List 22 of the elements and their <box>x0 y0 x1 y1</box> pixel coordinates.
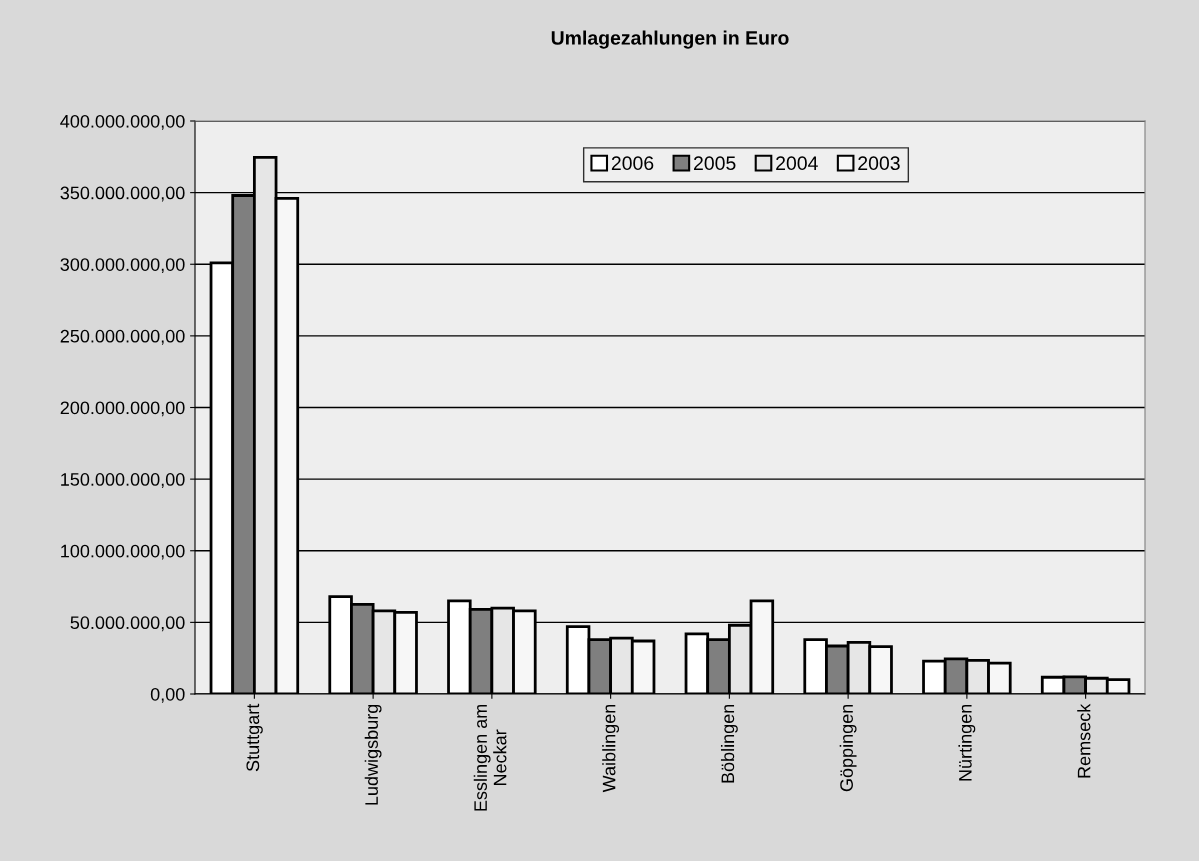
x-tick-label: Böblingen <box>720 704 738 783</box>
legend-label: 2003 <box>858 156 900 171</box>
y-tick-label: 50.000.000,00 <box>70 616 185 632</box>
y-tick-label: 250.000.000,00 <box>60 329 185 345</box>
x-tick-label: Waiblingen <box>602 704 620 793</box>
legend-label: 2006 <box>611 156 654 171</box>
chart-title: Umlagezahlungen in Euro <box>551 30 789 49</box>
x-tick-label: Ludwigsburg <box>364 704 382 805</box>
y-tick-label: 150.000.000,00 <box>61 473 185 488</box>
x-tick-label: Göppingen <box>839 704 857 792</box>
x-tick-label: Nürtingen <box>958 704 976 781</box>
y-tick-label: 400.000.000,00 <box>60 114 185 130</box>
y-tick-label: 350.000.000,00 <box>60 186 185 202</box>
x-tick-label: Remseck <box>1077 703 1091 778</box>
legend-label: 2004 <box>776 156 818 171</box>
y-tick-label: 0,00 <box>150 687 185 703</box>
x-tick-label: Stuttgart <box>246 703 263 772</box>
x-tick-label: Esslingen am Neckar <box>473 704 507 811</box>
y-tick-label: 300.000.000,00 <box>60 258 185 274</box>
y-tick-label: 200.000.000,00 <box>60 401 185 417</box>
y-tick-label: 100.000.000,00 <box>61 544 185 560</box>
legend-label: 2005 <box>694 156 736 171</box>
